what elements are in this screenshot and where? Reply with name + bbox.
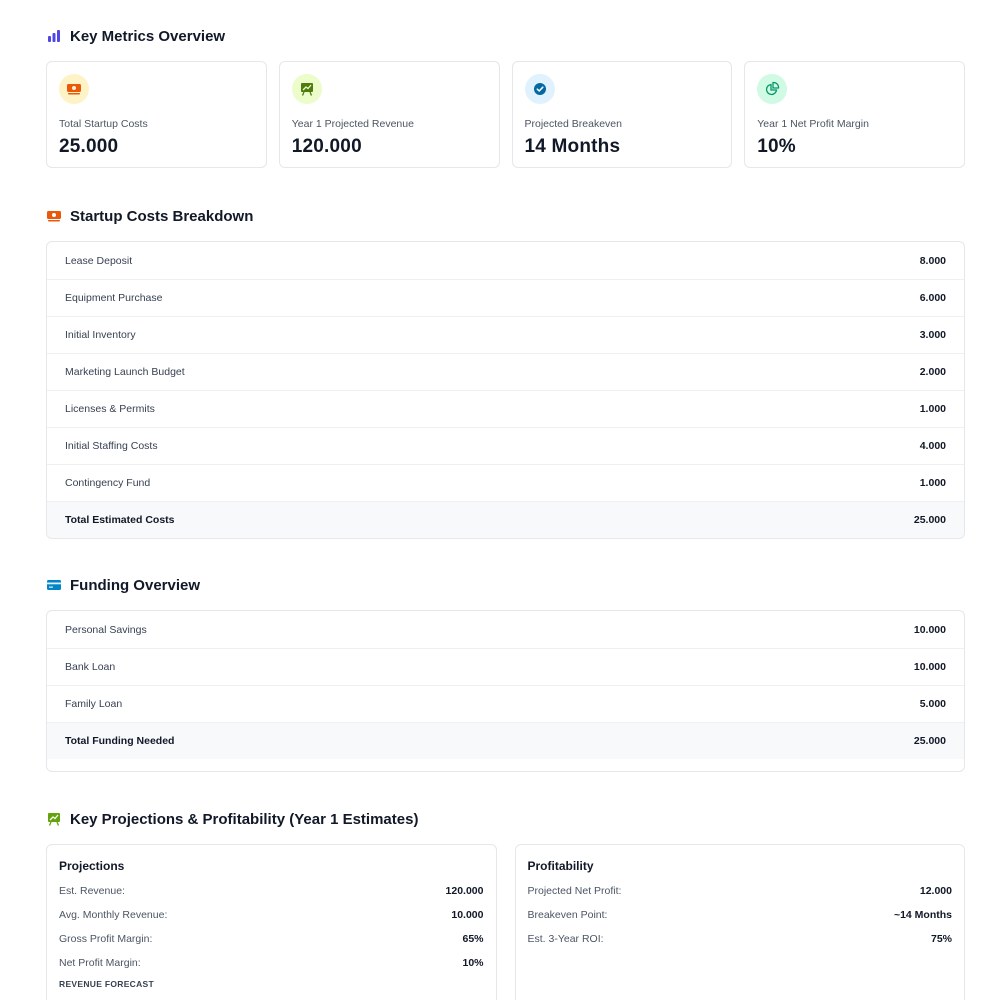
check-badge-icon [524, 74, 555, 104]
row-label: Bank Loan [65, 661, 116, 673]
row-label: Licenses & Permits [65, 403, 155, 415]
row-value: 8.000 [919, 254, 946, 267]
key-metrics-header: Key Metrics Overview [46, 25, 965, 47]
startup-costs-table: Lease Deposit 8.000 Equipment Purchase 6.0… [46, 241, 965, 539]
table-row: Equipment Purchase 6.000 [47, 279, 964, 316]
section-title: Key Projections & Profitability (Year 1 … [70, 810, 419, 828]
row-label: Equipment Purchase [65, 292, 163, 304]
kv-value: 10% [462, 957, 484, 969]
kv-value: 10.000 [451, 909, 484, 921]
table-row: Initial Inventory 3.000 [47, 316, 964, 353]
kv-row: Net Profit Margin: 10% [59, 951, 484, 975]
projections-header: Key Projections & Profitability (Year 1 … [46, 808, 965, 830]
metric-label: Total Startup Costs [59, 118, 148, 130]
total-label: Total Funding Needed [65, 735, 175, 747]
table-row: Lease Deposit 8.000 [47, 242, 964, 279]
kv-row: Est. 3-Year ROI: 75% [528, 927, 953, 951]
kv-value: 65% [462, 933, 484, 945]
cash-icon [59, 74, 89, 104]
metric-card-net-profit-margin: Year 1 Net Profit Margin 10% [744, 61, 965, 168]
revenue-forecast-label: REVENUE FORECAST [59, 979, 155, 989]
kv-value: 120.000 [445, 885, 484, 897]
kv-label: Est. 3-Year ROI: [527, 933, 604, 945]
kv-label: Gross Profit Margin: [59, 933, 153, 945]
total-row: Total Funding Needed 25.000 [47, 722, 964, 759]
row-value: 6.000 [919, 292, 946, 304]
profitability-card: Profitability Projected Net Profit: 12.00… [514, 844, 965, 1000]
table-row: Bank Loan 10.000 [47, 648, 964, 685]
metric-card-breakeven: Projected Breakeven 14 Months [511, 61, 733, 168]
table-row: Contingency Fund 1.000 [47, 464, 964, 501]
row-value: 10.000 [913, 623, 946, 636]
row-value: 1.000 [919, 403, 946, 415]
metric-label: Year 1 Projected Revenue [291, 118, 414, 130]
row-label: Family Loan [65, 698, 123, 710]
kv-row: Breakeven Point: ~14 Months [528, 903, 953, 927]
section-title: Startup Costs Breakdown [70, 207, 254, 225]
credit-card-icon [46, 577, 62, 593]
key-metrics-section: Key Metrics Overview Total Startup Costs… [46, 25, 965, 168]
metric-label: Projected Breakeven [524, 118, 622, 130]
metric-value: 14 Months [524, 136, 621, 157]
row-label: Marketing Launch Budget [65, 366, 185, 378]
total-row: Total Estimated Costs 25.000 [47, 501, 964, 538]
row-value: 2.000 [919, 366, 946, 378]
total-label: Total Estimated Costs [65, 514, 175, 526]
metric-value: 25.000 [59, 136, 119, 157]
kv-row: Est. Revenue: 120.000 [59, 879, 484, 903]
bar-chart-icon [46, 28, 62, 44]
total-value: 25.000 [913, 735, 946, 747]
kv-row: Avg. Monthly Revenue: 10.000 [59, 903, 484, 927]
row-value: 1.000 [919, 477, 946, 489]
metric-label: Year 1 Net Profit Margin [757, 118, 869, 130]
kv-value: ~14 Months [893, 909, 952, 921]
cash-icon [46, 208, 62, 224]
row-value: 5.000 [919, 698, 946, 710]
table-row: Marketing Launch Budget 2.000 [47, 353, 964, 390]
row-label: Initial Staffing Costs [65, 440, 158, 452]
metric-card-projected-revenue: Year 1 Projected Revenue 120.000 [278, 61, 500, 168]
row-label: Initial Inventory [65, 329, 136, 341]
row-value: 3.000 [919, 329, 946, 341]
kv-value: 75% [930, 933, 952, 945]
row-label: Contingency Fund [65, 477, 151, 489]
presentation-chart-icon [46, 811, 62, 827]
metric-value: 10% [757, 136, 796, 157]
section-title: Funding Overview [70, 576, 201, 594]
row-label: Personal Savings [65, 623, 147, 636]
section-title: Key Metrics Overview [70, 27, 226, 45]
funding-overview-header: Funding Overview [46, 574, 965, 596]
kv-label: Projected Net Profit: [527, 885, 622, 897]
table-row: Initial Staffing Costs 4.000 [47, 427, 964, 464]
card-title: Profitability [527, 859, 594, 873]
kv-label: Breakeven Point: [527, 909, 608, 921]
startup-costs-header: Startup Costs Breakdown [46, 205, 965, 227]
kv-label: Net Profit Margin: [59, 957, 141, 969]
metric-card-startup-costs: Total Startup Costs 25.000 [46, 61, 267, 168]
kv-value: 12.000 [919, 885, 952, 897]
kv-row: Projected Net Profit: 12.000 [528, 879, 953, 903]
startup-costs-section: Startup Costs Breakdown Lease Deposit 8.0… [46, 205, 965, 539]
row-label: Lease Deposit [65, 254, 133, 267]
card-title: Projections [59, 859, 125, 873]
row-value: 4.000 [919, 440, 946, 452]
row-value: 10.000 [913, 661, 946, 673]
projections-section: Key Projections & Profitability (Year 1 … [46, 808, 965, 1000]
presentation-chart-icon [291, 74, 322, 104]
table-row: Licenses & Permits 1.000 [47, 390, 964, 427]
funding-overview-section: Funding Overview Personal Savings 10.000 … [46, 574, 965, 772]
pie-chart-icon [757, 74, 788, 104]
kv-label: Avg. Monthly Revenue: [59, 909, 168, 921]
table-row: Family Loan 5.000 [47, 685, 964, 722]
table-row: Personal Savings 10.000 [47, 611, 964, 648]
projections-card: Projections Est. Revenue: 120.000 Avg. Mo… [46, 844, 497, 1000]
funding-table: Personal Savings 10.000 Bank Loan 10.000 F… [46, 610, 965, 772]
kv-row: Gross Profit Margin: 65% [59, 927, 484, 951]
kv-label: Est. Revenue: [59, 885, 125, 897]
total-value: 25.000 [913, 514, 946, 526]
metric-value: 120.000 [291, 136, 362, 157]
